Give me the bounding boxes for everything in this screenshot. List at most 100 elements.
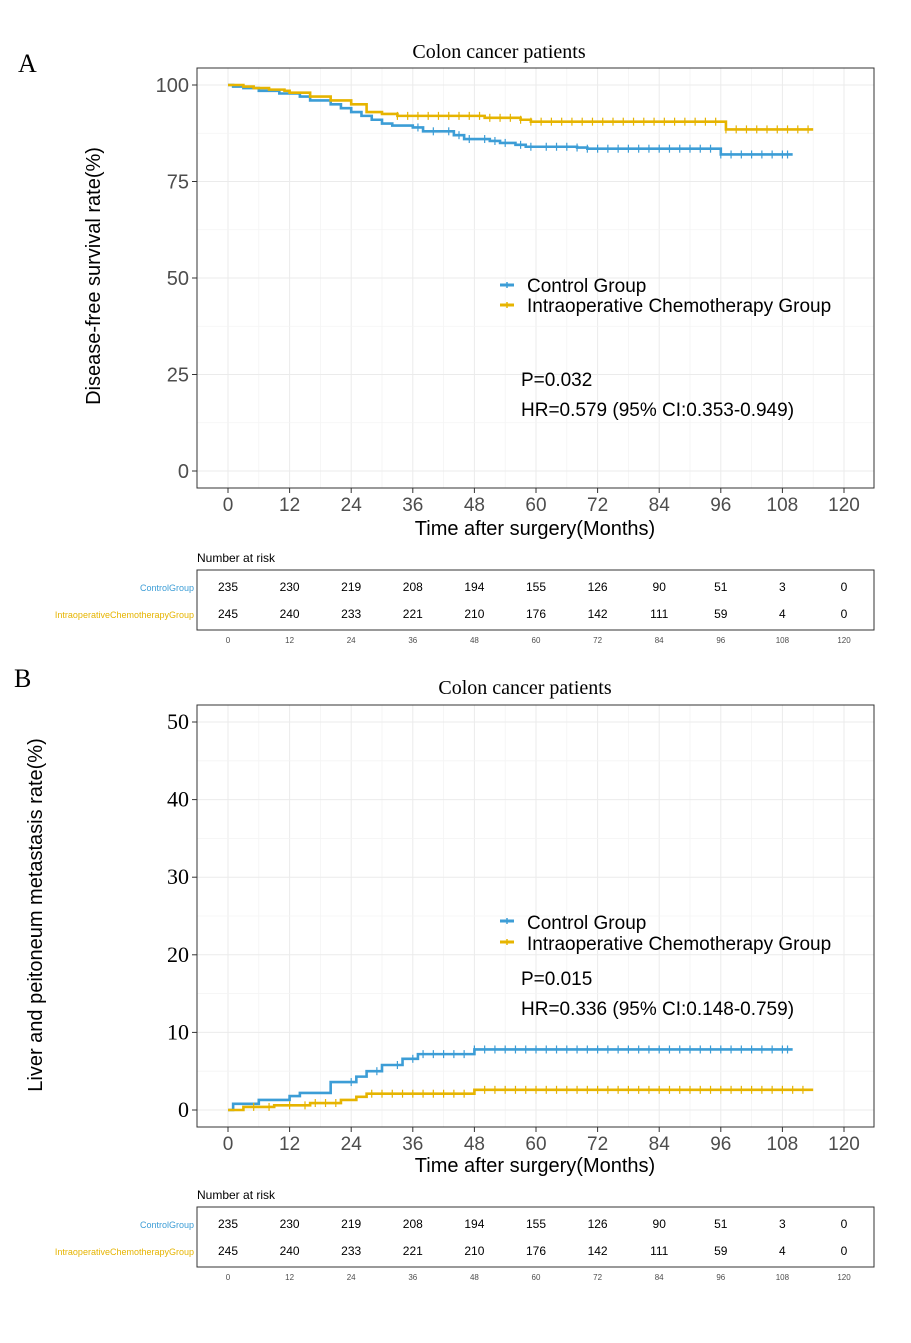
x-tick-label: 72: [587, 1134, 608, 1155]
risk-value: 90: [653, 1217, 667, 1231]
y-tick-label: 40: [167, 787, 189, 812]
risk-value: 59: [714, 1244, 728, 1258]
risk-value: 221: [403, 607, 423, 621]
risk-value: 0: [841, 1217, 848, 1231]
risk-x-tick-label: 36: [408, 636, 417, 645]
risk-x-tick-label: 0: [226, 636, 231, 645]
panel-a-survival-curves: [228, 83, 814, 159]
risk-x-tick-label: 72: [593, 636, 602, 645]
x-tick-label: 84: [649, 1134, 671, 1155]
panel-b: B Colon cancer patients 0 12 24 36 48 60 72 84 9…: [14, 664, 875, 1282]
risk-x-tick-label: 24: [347, 636, 356, 645]
panel-a-y-axis: 0 25 50 75 100: [156, 75, 197, 483]
risk-value: 233: [341, 1244, 361, 1258]
risk-value: 245: [218, 1244, 238, 1258]
x-tick-label: 108: [767, 1134, 799, 1155]
x-tick-label: 12: [279, 1134, 300, 1155]
risk-value: 208: [403, 1217, 423, 1231]
x-tick-label: 0: [223, 1134, 234, 1155]
risk-value: 155: [526, 1217, 546, 1231]
risk-x-tick-label: 120: [837, 1273, 851, 1282]
panel-a-risk-header: Number at risk: [197, 551, 276, 565]
risk-value: 142: [588, 1244, 608, 1258]
y-tick-label: 25: [167, 365, 189, 387]
panel-a-p-value: P=0.032: [521, 370, 592, 391]
x-tick-label: 48: [464, 495, 485, 516]
risk-x-tick-label: 0: [226, 1273, 231, 1282]
risk-x-tick-label: 96: [716, 1273, 725, 1282]
risk-value: 219: [341, 1217, 361, 1231]
panel-b-title: Colon cancer patients: [438, 677, 611, 699]
risk-x-tick-label: 48: [470, 636, 479, 645]
x-tick-label: 60: [525, 495, 546, 516]
x-tick-label: 60: [525, 1134, 546, 1155]
risk-value: 3: [779, 1217, 786, 1231]
risk-value: 210: [464, 607, 484, 621]
risk-value: 4: [779, 1244, 786, 1258]
x-tick-label: 48: [464, 1134, 485, 1155]
risk-value: 230: [280, 1217, 300, 1231]
x-tick-label: 36: [402, 1134, 423, 1155]
risk-value: 51: [714, 1217, 728, 1231]
panel-a-x-axis: 0 12 24 36 48 60 72 84 96 108 120: [223, 488, 860, 516]
panel-b-legend: Control Group Intraoperative Chemotherap…: [500, 913, 831, 955]
risk-value: 4: [779, 607, 786, 621]
y-tick-label: 100: [156, 75, 189, 97]
x-tick-label: 12: [279, 495, 300, 516]
x-tick-label: 120: [828, 1134, 860, 1155]
x-tick-label: 120: [828, 495, 860, 516]
panel-a-legend: Control Group Intraoperative Chemotherap…: [500, 276, 831, 317]
risk-x-tick-label: 24: [347, 1273, 356, 1282]
risk-x-tick-label: 84: [655, 636, 664, 645]
risk-value: 176: [526, 1244, 546, 1258]
y-tick-label: 75: [167, 172, 189, 194]
risk-value: 111: [650, 607, 669, 621]
risk-x-tick-label: 84: [655, 1273, 664, 1282]
risk-value: 3: [779, 580, 786, 594]
y-tick-label: 50: [167, 709, 189, 734]
risk-x-tick-label: 108: [776, 1273, 790, 1282]
x-tick-label: 96: [710, 1134, 731, 1155]
legend-b-control-label: Control Group: [527, 913, 646, 934]
risk-x-tick-label: 108: [776, 636, 790, 645]
control-curve: [228, 1048, 793, 1112]
x-tick-label: 72: [587, 495, 608, 516]
y-tick-label: 20: [167, 942, 189, 967]
risk-value: 194: [464, 1217, 484, 1231]
panel-b-x-axis: 0 12 24 36 48 60 72 84 96 108 120: [223, 1127, 860, 1155]
risk-value: 208: [403, 580, 423, 594]
risk-value: 176: [526, 607, 546, 621]
risk-value: 233: [341, 607, 361, 621]
risk-value: 0: [841, 580, 848, 594]
legend-a-control-label: Control Group: [527, 276, 646, 297]
risk-value: 111: [650, 1244, 669, 1258]
legend-b-chemo-label: Intraoperative Chemotherapy Group: [527, 934, 831, 955]
y-tick-label: 0: [178, 461, 189, 483]
risk-value: 51: [714, 580, 728, 594]
panel-a: A Colon cancer patients 0 12 24 36 48 60 72 84 9…: [18, 41, 875, 645]
panel-a-risk-row-control-label: ControlGroup: [140, 583, 194, 593]
risk-x-tick-label: 120: [837, 636, 851, 645]
risk-x-tick-label: 12: [285, 1273, 294, 1282]
panel-b-hazard-ratio: HR=0.336 (95% CI:0.148-0.759): [521, 999, 794, 1020]
x-tick-label: 24: [341, 1134, 363, 1155]
x-tick-label: 108: [767, 495, 799, 516]
y-tick-label: 10: [167, 1019, 189, 1044]
y-tick-label: 50: [167, 268, 189, 290]
panel-a-title: Colon cancer patients: [412, 41, 585, 63]
risk-x-tick-label: 12: [285, 636, 294, 645]
risk-x-tick-label: 96: [716, 636, 725, 645]
chemo-curve: [228, 1088, 814, 1112]
risk-value: 59: [714, 607, 728, 621]
risk-value: 240: [280, 1244, 300, 1258]
panel-a-x-label: Time after surgery(Months): [415, 518, 655, 540]
risk-value: 245: [218, 607, 238, 621]
panel-b-metastasis-curves: [228, 1045, 814, 1112]
panel-b-y-axis: 0 10 20 30 40 50: [167, 709, 197, 1122]
panel-a-y-label: Disease-free survival rate(%): [83, 147, 105, 405]
risk-x-tick-label: 60: [532, 636, 541, 645]
risk-value: 221: [403, 1244, 423, 1258]
risk-x-tick-label: 72: [593, 1273, 602, 1282]
